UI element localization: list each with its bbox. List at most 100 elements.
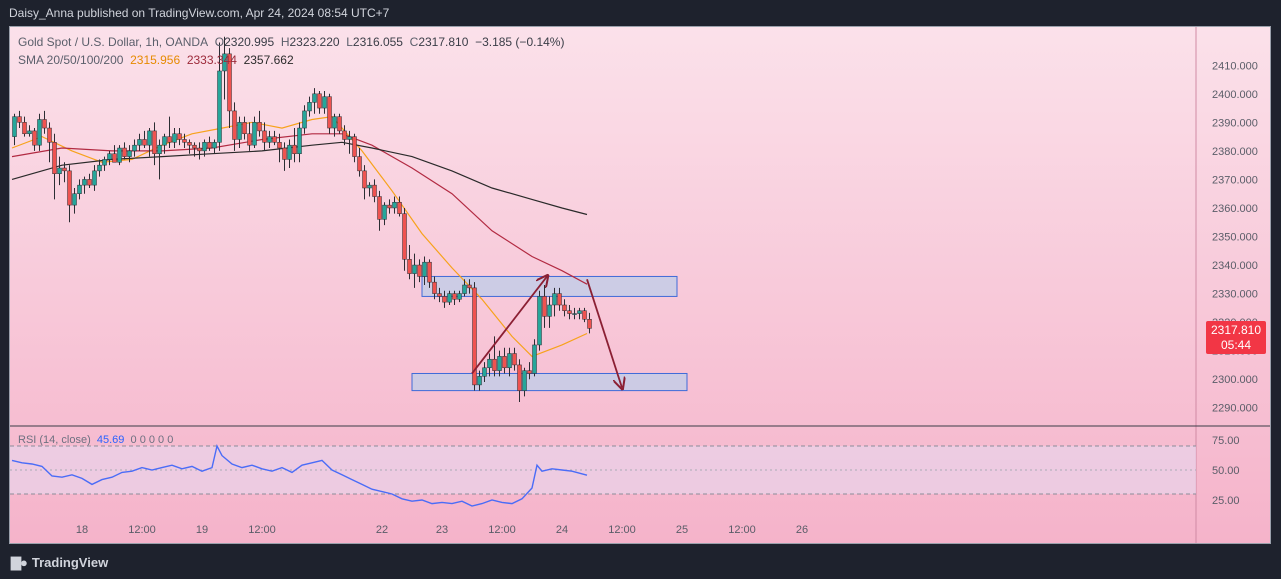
candle-body <box>117 147 122 163</box>
rsi-value: 45.69 <box>96 434 125 446</box>
candle <box>442 290 447 308</box>
candle-body <box>202 142 207 152</box>
candle-body <box>452 293 457 300</box>
candle <box>477 370 482 391</box>
candle-body <box>172 133 177 143</box>
candle <box>207 136 212 151</box>
symbol-name[interactable]: Gold Spot / U.S. Dollar, 1h, OANDA <box>18 35 209 49</box>
time-tick-label: 12:00 <box>248 524 276 536</box>
candle <box>422 256 427 286</box>
candle-body <box>322 96 327 109</box>
candle-body <box>127 150 132 157</box>
candle-body <box>397 202 402 214</box>
candle-body <box>502 356 507 369</box>
candle-body <box>162 136 167 146</box>
candle <box>532 339 537 377</box>
candle-body <box>287 144 292 160</box>
candle <box>522 367 527 397</box>
candle-body <box>87 179 92 186</box>
candle-body <box>152 130 157 154</box>
candle-body <box>282 147 287 160</box>
candle <box>182 133 187 149</box>
candle <box>362 165 367 200</box>
candle-body <box>437 293 442 297</box>
sma-50-value: 2333.344 <box>186 53 237 67</box>
candle-body <box>367 184 372 189</box>
candle <box>372 179 377 203</box>
candle-body <box>212 142 217 149</box>
candle-body <box>422 261 427 277</box>
time-tick-label: 12:00 <box>728 524 756 536</box>
candle-body <box>37 119 42 146</box>
candle-body <box>147 130 152 146</box>
candle <box>337 113 342 134</box>
candle <box>332 113 337 137</box>
rsi-legend: RSI (14, close) 45.69 0 0 0 0 0 <box>18 434 173 446</box>
change-value: −3.185 (−0.14%) <box>475 35 565 49</box>
price-tick-label: 2330.000 <box>1212 289 1258 301</box>
candle-body <box>217 70 222 143</box>
candle-body <box>432 281 437 294</box>
candle <box>252 116 257 149</box>
candle <box>97 159 102 177</box>
candle-body <box>467 284 472 289</box>
candle <box>397 196 402 217</box>
candle <box>242 116 247 140</box>
candle <box>112 145 117 163</box>
price-tick-label: 2380.000 <box>1212 146 1258 158</box>
candle <box>347 130 352 154</box>
candle-body <box>177 133 182 140</box>
candle-body <box>22 122 27 135</box>
low-value: 2316.055 <box>352 35 403 49</box>
rsi-label[interactable]: RSI (14, close) <box>18 434 91 446</box>
candle <box>222 36 227 100</box>
candle-body <box>302 110 307 129</box>
candle <box>587 312 592 334</box>
candle-body <box>242 122 247 135</box>
candle <box>72 187 77 214</box>
candle <box>297 122 302 163</box>
candle-body <box>447 293 452 303</box>
candle <box>327 93 332 134</box>
candle <box>107 150 112 166</box>
candle-body <box>387 204 392 209</box>
projection-arrows[interactable] <box>471 276 622 387</box>
candle <box>527 362 532 380</box>
last-price: 2317.810 <box>1210 323 1262 337</box>
candle <box>577 307 582 320</box>
candle <box>162 133 167 154</box>
brand-name[interactable]: TradingView <box>31 555 109 570</box>
candle-body <box>562 304 567 311</box>
candle-body <box>137 139 142 146</box>
candle <box>197 142 202 160</box>
candle-body <box>237 122 242 140</box>
candle <box>392 196 397 214</box>
candle <box>77 179 82 200</box>
candle-body <box>527 370 532 374</box>
candle-body <box>197 147 202 152</box>
candle <box>67 165 72 223</box>
candle-body <box>497 356 502 371</box>
candle <box>452 290 457 305</box>
candle <box>572 307 577 320</box>
candle <box>212 139 217 154</box>
sma-row: SMA 20/50/100/200 2315.956 2333.344 2357… <box>18 51 564 69</box>
low-label: L <box>346 35 353 49</box>
candle <box>132 139 137 157</box>
candle-body <box>352 136 357 157</box>
sma-label[interactable]: SMA 20/50/100/200 <box>18 53 124 67</box>
candle <box>342 125 347 146</box>
candle-body <box>77 184 82 194</box>
candle <box>497 350 502 377</box>
sma-line <box>11 141 588 216</box>
time-tick-label: 12:00 <box>488 524 516 536</box>
candle-body <box>57 167 62 174</box>
candle-body <box>377 196 382 220</box>
candle <box>457 290 462 303</box>
candle <box>567 304 572 320</box>
candle <box>122 142 127 160</box>
rsi-band-fill <box>10 446 1196 494</box>
candle <box>167 116 172 149</box>
candle-body <box>342 130 347 140</box>
